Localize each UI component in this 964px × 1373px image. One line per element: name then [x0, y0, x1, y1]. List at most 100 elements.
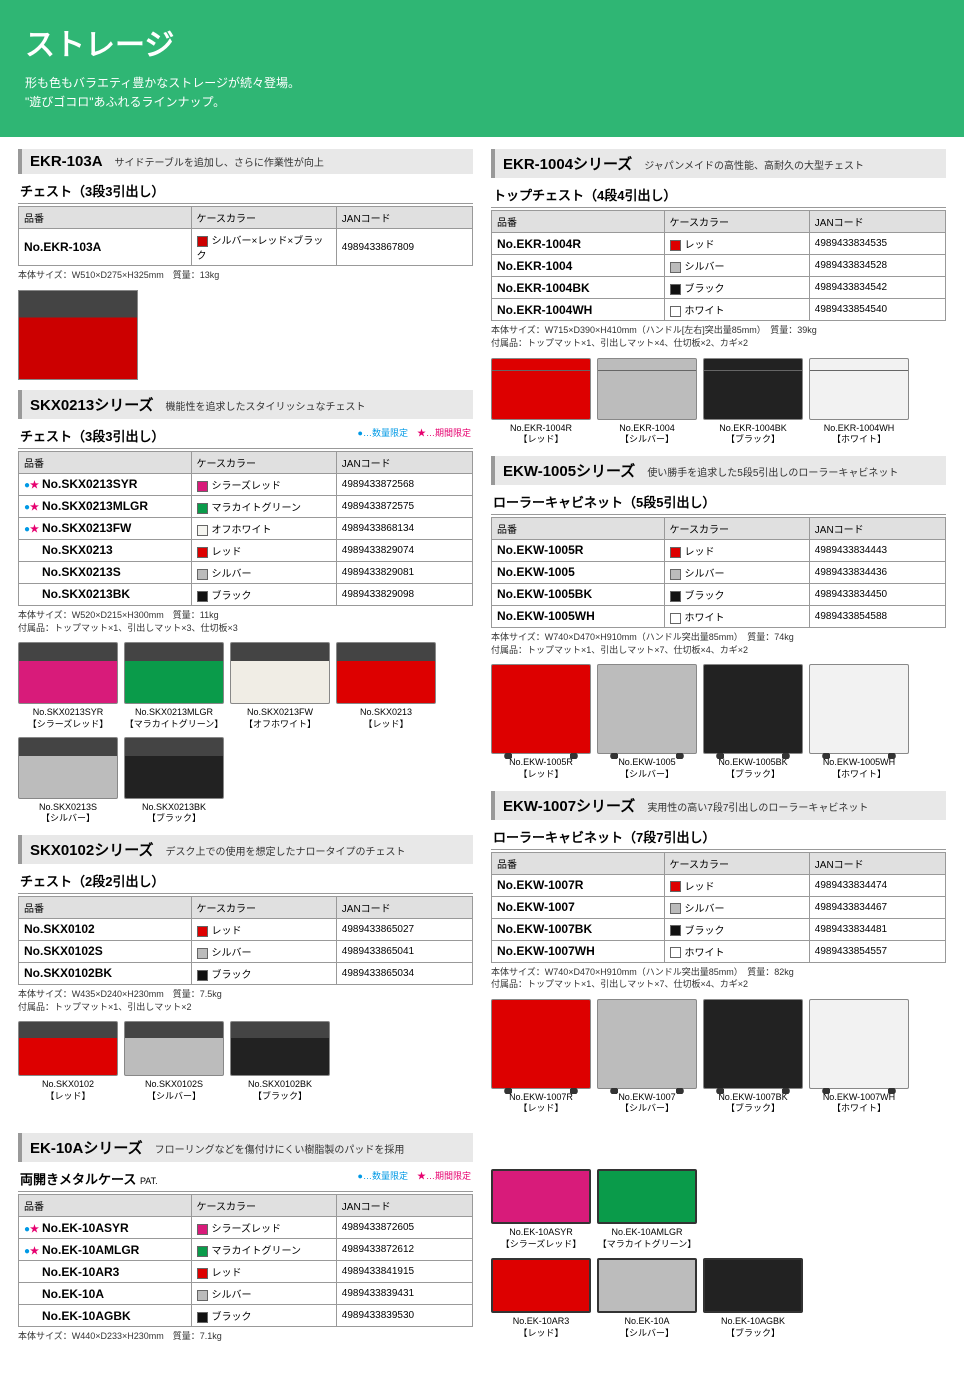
- jan-code: 4989433865041: [336, 940, 472, 962]
- series-desc: フローリングなどを傷付けにくい樹脂製のパッドを採用: [155, 1141, 405, 1156]
- thumb-image: [491, 1169, 591, 1224]
- thumb-color: 【ブラック】: [703, 769, 803, 781]
- part-number: No.EKW-1007R: [492, 874, 665, 896]
- color-cell: シルバー: [664, 896, 809, 918]
- color-cell: ホワイト: [664, 605, 809, 627]
- thumb-image: [491, 1258, 591, 1313]
- table-row: No.EKW-1007Rレッド4989433834474: [492, 874, 946, 896]
- part-number: No.SKX0102BK: [19, 962, 192, 984]
- thumb-color: 【ブラック】: [703, 1103, 803, 1115]
- product-thumb: No.SKX0213【レッド】: [336, 642, 436, 730]
- spec-note: 本体サイズ：W740×D470×H910mm（ハンドル突出量85mm） 質量：7…: [491, 631, 946, 656]
- thumb-image: [124, 642, 224, 704]
- product-thumb: No.SKX0102BK【ブラック】: [230, 1021, 330, 1102]
- spec-note: 本体サイズ：W440×D233×H230mm 質量：7.1kg: [18, 1330, 473, 1343]
- jan-code: 4989433834450: [809, 583, 945, 605]
- product-thumb: No.EKR-1004BK【ブラック】: [703, 358, 803, 446]
- product-thumb: No.EK-10A【シルバー】: [597, 1258, 697, 1339]
- thumb-name: No.EKR-1004: [597, 423, 697, 435]
- thumb-name: No.SKX0213: [336, 707, 436, 719]
- table-row: No.EK-10AR3レッド4989433841915: [19, 1261, 473, 1283]
- thumb-name: No.EK-10A: [597, 1316, 697, 1328]
- product-section: EKW-1007シリーズ実用性の高い7段7引出しのローラーキャビネットローラーキ…: [491, 791, 946, 1116]
- table-row: ●★No.SKX0213FWオフホワイト4989433868134: [19, 517, 473, 539]
- product-section: SKX0213シリーズ機能性を追求したスタイリッシュなチェストチェスト（3段3引…: [18, 390, 473, 825]
- color-cell: シルバー: [191, 940, 336, 962]
- color-swatch: [197, 236, 208, 247]
- part-number: ●★No.SKX0213FW: [19, 517, 192, 539]
- jan-code: 4989433872568: [336, 473, 472, 495]
- product-thumb: No.EKW-1007【シルバー】: [597, 999, 697, 1115]
- product-thumb: No.EKR-1004【シルバー】: [597, 358, 697, 446]
- thumb-image: [703, 664, 803, 754]
- th-color: ケースカラー: [191, 896, 336, 918]
- color-cell: ブラック: [664, 277, 809, 299]
- part-number: No.EKW-1007WH: [492, 940, 665, 962]
- thumb-color: 【ブラック】: [703, 1328, 803, 1340]
- th-part: 品番: [492, 852, 665, 874]
- part-number: No.SKX0102S: [19, 940, 192, 962]
- thumb-name: No.SKX0213MLGR: [124, 707, 224, 719]
- th-color: ケースカラー: [664, 852, 809, 874]
- color-swatch: [197, 1312, 208, 1323]
- color-swatch: [670, 947, 681, 958]
- th-color: ケースカラー: [191, 451, 336, 473]
- color-swatch: [670, 613, 681, 624]
- table-row: No.EKR-103Aシルバー×レッド×ブラック4989433867809: [19, 229, 473, 266]
- color-swatch: [197, 1268, 208, 1279]
- color-swatch: [670, 547, 681, 558]
- jan-code: 4989433839530: [336, 1305, 472, 1327]
- jan-code: 4989433829081: [336, 561, 472, 583]
- color-swatch: [670, 306, 681, 317]
- thumb-image: [809, 358, 909, 420]
- table-row: ●★No.EK-10AMLGRマラカイトグリーン4989433872612: [19, 1239, 473, 1261]
- product-thumb: No.EKW-1007BK【ブラック】: [703, 999, 803, 1115]
- color-cell: レッド: [191, 918, 336, 940]
- th-jan: JANコード: [336, 1195, 472, 1217]
- thumb-color: 【レッド】: [491, 1328, 591, 1340]
- thumb-name: No.SKX0102: [18, 1079, 118, 1091]
- subtype-header: チェスト（2段2引出し）: [18, 868, 473, 894]
- th-jan: JANコード: [336, 896, 472, 918]
- color-cell: シラーズレッド: [191, 1217, 336, 1239]
- thumb-image: [597, 1258, 697, 1313]
- thumb-name: No.SKX0102S: [124, 1079, 224, 1091]
- color-swatch: [670, 881, 681, 892]
- thumb-image: [703, 1258, 803, 1313]
- th-color: ケースカラー: [191, 207, 336, 229]
- thumb-image: [597, 1169, 697, 1224]
- color-swatch: [197, 503, 208, 514]
- jan-code: 4989433829074: [336, 539, 472, 561]
- color-cell: シルバー: [664, 561, 809, 583]
- color-swatch: [197, 547, 208, 558]
- spec-note: 本体サイズ：W520×D215×H300mm 質量：11kg付属品：トップマット…: [18, 609, 473, 634]
- table-row: No.EKW-1005Rレッド4989433834443: [492, 539, 946, 561]
- jan-code: 4989433834467: [809, 896, 945, 918]
- thumb-name: No.EKR-1004WH: [809, 423, 909, 435]
- part-number: No.EK-10A: [19, 1283, 192, 1305]
- product-thumb: No.EKR-1004R【レッド】: [491, 358, 591, 446]
- jan-code: 4989433834535: [809, 233, 945, 255]
- series-id: SKX0213シリーズ: [30, 394, 153, 415]
- table-row: No.EKW-1005シルバー4989433834436: [492, 561, 946, 583]
- thumb-name: No.SKX0213SYR: [18, 707, 118, 719]
- table-row: No.SKX0102BKブラック4989433865034: [19, 962, 473, 984]
- product-thumb: No.EK-10AR3【レッド】: [491, 1258, 591, 1339]
- color-cell: ブラック: [191, 583, 336, 605]
- thumb-image: [18, 737, 118, 799]
- thumb-color: 【オフホワイト】: [230, 719, 330, 731]
- subtype-header: チェスト（3段3引出し）●…数量限定 ★…期間限定: [18, 423, 473, 449]
- color-swatch: [197, 481, 208, 492]
- jan-code: 4989433865027: [336, 918, 472, 940]
- table-row: ●★No.SKX0213MLGRマラカイトグリーン4989433872575: [19, 495, 473, 517]
- thumbnail-row: No.EK-10ASYR【シラーズレッド】No.EK-10AMLGR【マラカイト…: [491, 1169, 946, 1250]
- thumb-name: No.EK-10AGBK: [703, 1316, 803, 1328]
- jan-code: 4989433872612: [336, 1239, 472, 1261]
- part-number: ●★No.SKX0213MLGR: [19, 495, 192, 517]
- table-row: No.SKX0102レッド4989433865027: [19, 918, 473, 940]
- product-table: 品番ケースカラーJANコードNo.EKR-1004Rレッド49894338345…: [491, 210, 946, 321]
- thumb-image: [597, 664, 697, 754]
- thumb-name: No.EK-10AMLGR: [597, 1227, 697, 1239]
- color-swatch: [197, 569, 208, 580]
- color-swatch: [670, 240, 681, 251]
